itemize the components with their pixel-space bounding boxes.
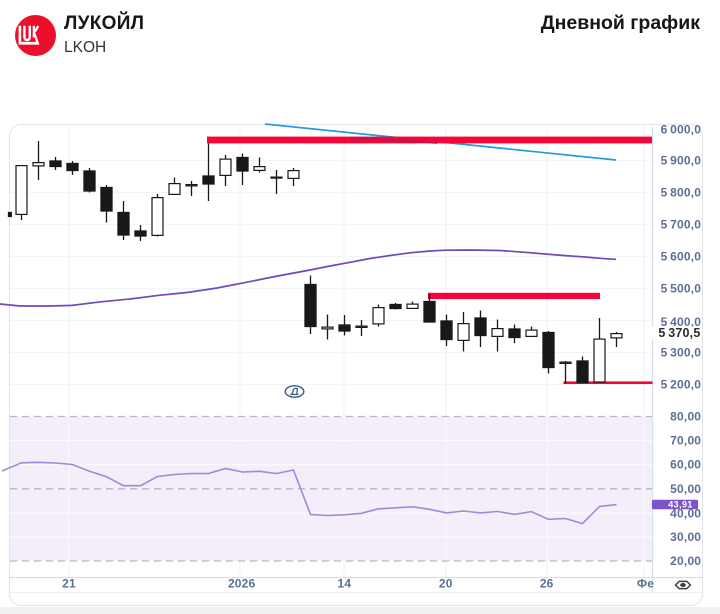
svg-text:5 700,0: 5 700,0	[661, 218, 702, 232]
svg-text:6 000,0: 6 000,0	[661, 123, 702, 137]
svg-text:60,00: 60,00	[670, 458, 701, 472]
svg-text:80,00: 80,00	[670, 410, 701, 424]
svg-text:5 300,0: 5 300,0	[661, 346, 702, 360]
svg-text:5 200,0: 5 200,0	[661, 378, 702, 392]
svg-text:43,91: 43,91	[668, 500, 693, 510]
svg-text:5 370,5: 5 370,5	[658, 326, 700, 340]
svg-text:26: 26	[540, 576, 554, 590]
svg-text:5 400,0: 5 400,0	[661, 315, 702, 329]
svg-text:5 900,0: 5 900,0	[661, 154, 702, 168]
svg-text:5 500,0: 5 500,0	[661, 282, 702, 296]
svg-text:30,00: 30,00	[670, 530, 701, 544]
svg-text:21: 21	[62, 576, 76, 590]
svg-text:14: 14	[338, 576, 352, 590]
svg-text:20: 20	[439, 576, 453, 590]
svg-text:50,00: 50,00	[670, 482, 701, 496]
svg-text:5 800,0: 5 800,0	[661, 186, 702, 200]
svg-text:5 600,0: 5 600,0	[661, 250, 702, 264]
svg-text:70,00: 70,00	[670, 434, 701, 448]
svg-text:Фе: Фе	[637, 576, 654, 590]
svg-text:2026: 2026	[228, 576, 256, 590]
svg-text:20,00: 20,00	[670, 554, 701, 568]
svg-text:40,00: 40,00	[670, 507, 701, 521]
